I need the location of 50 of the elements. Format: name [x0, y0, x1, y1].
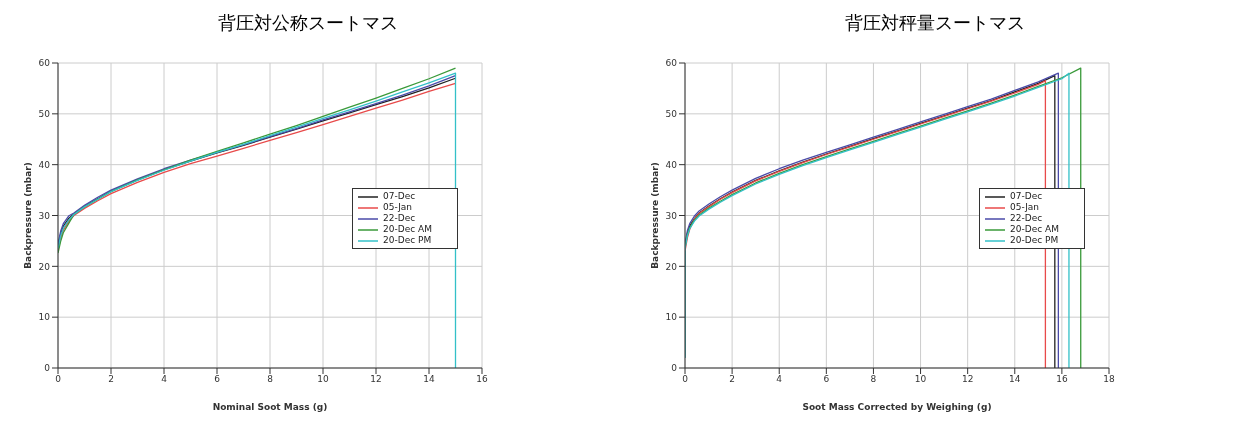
y-tick-label: 40	[665, 159, 678, 170]
x-tick-label: 10	[914, 374, 927, 385]
y-tick-label: 0	[44, 363, 51, 374]
x-tick-label: 14	[1009, 374, 1021, 385]
legend-label: 20-Dec AM	[1010, 224, 1059, 235]
x-tick-label: 10	[317, 374, 329, 385]
x-tick-label: 18	[1103, 374, 1115, 385]
x-tick-label: 12	[961, 374, 974, 385]
legend-label: 07-Dec	[383, 191, 416, 202]
y-axis-title: Backpressure (mbar)	[650, 162, 661, 269]
x-tick-label: 8	[870, 374, 877, 385]
x-axis-title: Soot Mass Corrected by Weighing (g)	[802, 402, 992, 412]
legend-label: 05-Jan	[383, 202, 413, 213]
x-tick-label: 0	[55, 374, 62, 385]
chart-title: 背圧対秤量スートマス	[844, 11, 1026, 35]
legend-label: 20-Dec PM	[383, 235, 432, 246]
legend-label: 05-Jan	[1010, 202, 1040, 213]
x-tick-label: 16	[476, 374, 488, 385]
x-tick-label: 6	[823, 374, 830, 385]
legend-label: 20-Dec AM	[383, 224, 432, 235]
y-tick-label: 60	[665, 58, 678, 69]
y-tick-label: 40	[38, 159, 51, 170]
y-tick-label: 50	[665, 109, 678, 120]
chart-title: 背圧対公称スートマス	[217, 11, 399, 35]
y-tick-label: 30	[665, 210, 678, 221]
y-tick-label: 60	[38, 58, 51, 69]
x-tick-label: 16	[1056, 374, 1068, 385]
y-tick-label: 0	[671, 363, 678, 374]
x-tick-label: 6	[214, 374, 221, 385]
legend-label: 22-Dec	[1010, 213, 1043, 224]
x-tick-label: 0	[682, 374, 689, 385]
line-series	[58, 72, 457, 368]
legend-label: 22-Dec	[383, 213, 416, 224]
legend-label: 20-Dec PM	[1010, 235, 1059, 246]
y-tick-label: 20	[665, 261, 678, 272]
x-tick-label: 8	[267, 374, 274, 385]
y-tick-label: 20	[38, 261, 51, 272]
y-tick-label: 50	[38, 109, 51, 120]
x-tick-label: 4	[776, 374, 783, 385]
x-tick-label: 4	[161, 374, 168, 385]
y-axis-title: Backpressure (mbar)	[23, 162, 34, 269]
x-tick-label: 12	[370, 374, 382, 385]
x-axis-title: Nominal Soot Mass (g)	[212, 402, 328, 412]
x-tick-label: 2	[108, 374, 114, 385]
y-tick-label: 10	[38, 312, 51, 323]
y-tick-label: 30	[38, 210, 51, 221]
x-tick-label: 2	[729, 374, 735, 385]
legend-label: 07-Dec	[1010, 191, 1043, 202]
y-tick-label: 10	[665, 312, 678, 323]
x-tick-label: 14	[423, 374, 435, 385]
